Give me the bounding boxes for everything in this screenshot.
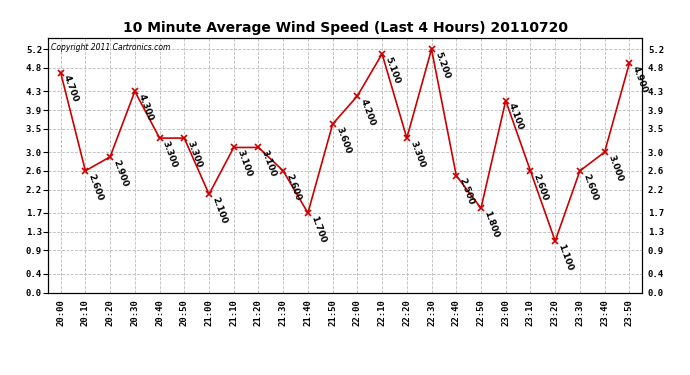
Text: Copyright 2011 Cartronics.com: Copyright 2011 Cartronics.com: [51, 43, 170, 52]
Text: 2.600: 2.600: [284, 172, 303, 202]
Text: 5.100: 5.100: [384, 55, 402, 85]
Text: 3.100: 3.100: [235, 149, 253, 178]
Text: 3.300: 3.300: [161, 140, 179, 169]
Text: 2.600: 2.600: [87, 172, 105, 202]
Text: 4.900: 4.900: [631, 64, 649, 94]
Text: 3.300: 3.300: [186, 140, 204, 169]
Text: 1.100: 1.100: [557, 242, 575, 272]
Text: 2.600: 2.600: [581, 172, 600, 202]
Text: 4.700: 4.700: [62, 74, 80, 104]
Text: 2.900: 2.900: [112, 158, 130, 188]
Text: 2.100: 2.100: [210, 196, 228, 225]
Text: 4.100: 4.100: [507, 102, 525, 132]
Text: 3.600: 3.600: [334, 126, 352, 155]
Text: 3.100: 3.100: [260, 149, 278, 178]
Title: 10 Minute Average Wind Speed (Last 4 Hours) 20110720: 10 Minute Average Wind Speed (Last 4 Hou…: [123, 21, 567, 35]
Text: 2.500: 2.500: [457, 177, 475, 206]
Text: 5.200: 5.200: [433, 51, 451, 80]
Text: 1.700: 1.700: [309, 214, 328, 244]
Text: 3.000: 3.000: [606, 153, 624, 183]
Text: 3.300: 3.300: [408, 140, 426, 169]
Text: 4.200: 4.200: [359, 98, 377, 127]
Text: 1.800: 1.800: [482, 210, 500, 239]
Text: 4.300: 4.300: [136, 93, 155, 122]
Text: 2.600: 2.600: [532, 172, 550, 202]
